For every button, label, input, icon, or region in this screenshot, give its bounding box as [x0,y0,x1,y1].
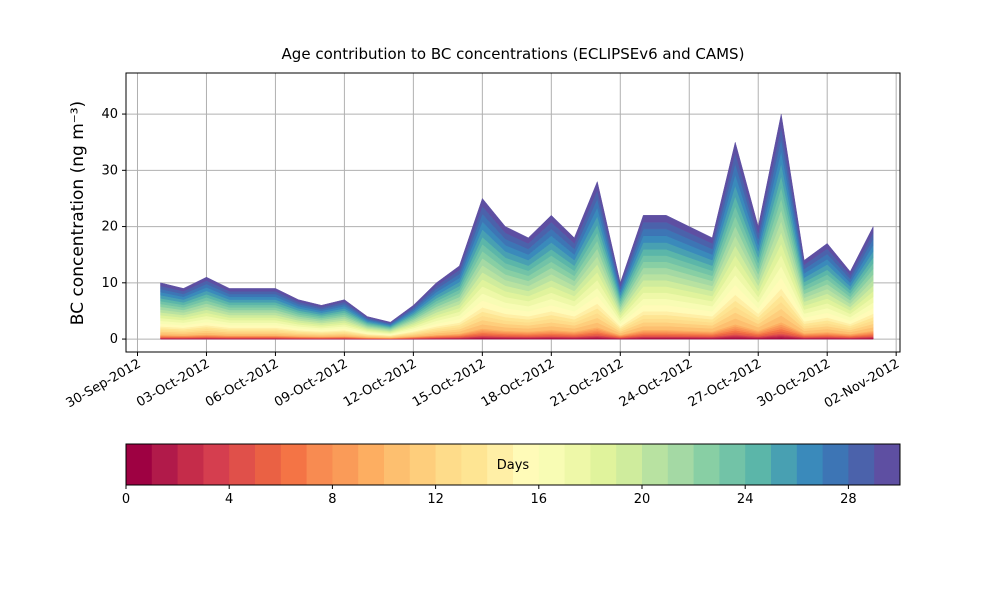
colorbar-cell [203,444,230,485]
colorbar-cell [667,444,695,485]
y-tick-label: 20 [101,220,118,235]
colorbar-cell [642,444,669,485]
colorbar-cell [538,444,566,485]
colorbar-cell [719,444,746,485]
colorbar-cell [461,444,488,485]
colorbar-cell [848,444,875,485]
colorbar-cell [693,444,720,485]
colorbar-tick-label: 0 [122,492,130,507]
colorbar-cell [229,444,256,485]
colorbar-cell [590,444,617,485]
colorbar-cell [616,444,643,485]
colorbar-cell [513,444,540,485]
x-tick-label: 06-Oct-2012 [203,356,281,410]
y-tick-label: 10 [101,276,118,291]
x-tick-label: 18-Oct-2012 [479,356,557,410]
colorbar-cell [487,444,514,485]
colorbar-cell [306,444,333,485]
colorbar-cell [796,444,824,485]
colorbar-tick-label: 4 [225,492,233,507]
y-tick-label: 30 [101,163,118,178]
colorbar-tick-label: 8 [328,492,336,507]
colorbar-cell [151,444,179,485]
y-axis-label: BC concentration (ng m⁻³) [68,101,88,325]
colorbar-cell [822,444,849,485]
colorbar-label: Days [497,458,530,473]
colorbar-cell [280,444,308,485]
colorbar-frame [125,443,901,486]
x-tick-label: 12-Oct-2012 [341,356,419,410]
x-tick-label: 09-Oct-2012 [272,356,350,410]
y-tick-label: 40 [101,107,118,122]
colorbar-cell [771,444,798,485]
colorbar-cell [384,444,411,485]
plot-frame [125,72,901,353]
x-tick-label: 30-Oct-2012 [755,356,833,410]
x-tick-label: 03-Oct-2012 [134,356,212,410]
x-tick-label: 24-Oct-2012 [617,356,695,410]
colorbar-cell [874,444,901,485]
x-tick-label: 02-Nov-2012 [822,356,902,411]
colorbar-cell [409,444,437,485]
colorbar-tick-label: 24 [737,492,754,507]
chart-title: Age contribution to BC concentrations (E… [282,45,745,63]
colorbar-cell [255,444,282,485]
x-tick-label: 30-Sep-2012 [64,356,144,411]
colorbar-tick-label: 12 [427,492,444,507]
colorbar-cell [564,444,591,485]
colorbar-cell [126,444,153,485]
y-tick-label: 0 [110,332,118,347]
x-tick-label: 15-Oct-2012 [410,356,488,410]
colorbar-cell [332,444,359,485]
colorbar-tick-label: 20 [634,492,651,507]
colorbar-cell [435,444,462,485]
x-tick-label: 27-Oct-2012 [686,356,764,410]
colorbar-cell [745,444,772,485]
x-tick-label: 21-Oct-2012 [548,356,626,410]
colorbar-cell [177,444,204,485]
colorbar-tick-label: 16 [531,492,548,507]
colorbar-cell [358,444,385,485]
area [160,114,874,324]
colorbar-tick-label: 28 [840,492,857,507]
